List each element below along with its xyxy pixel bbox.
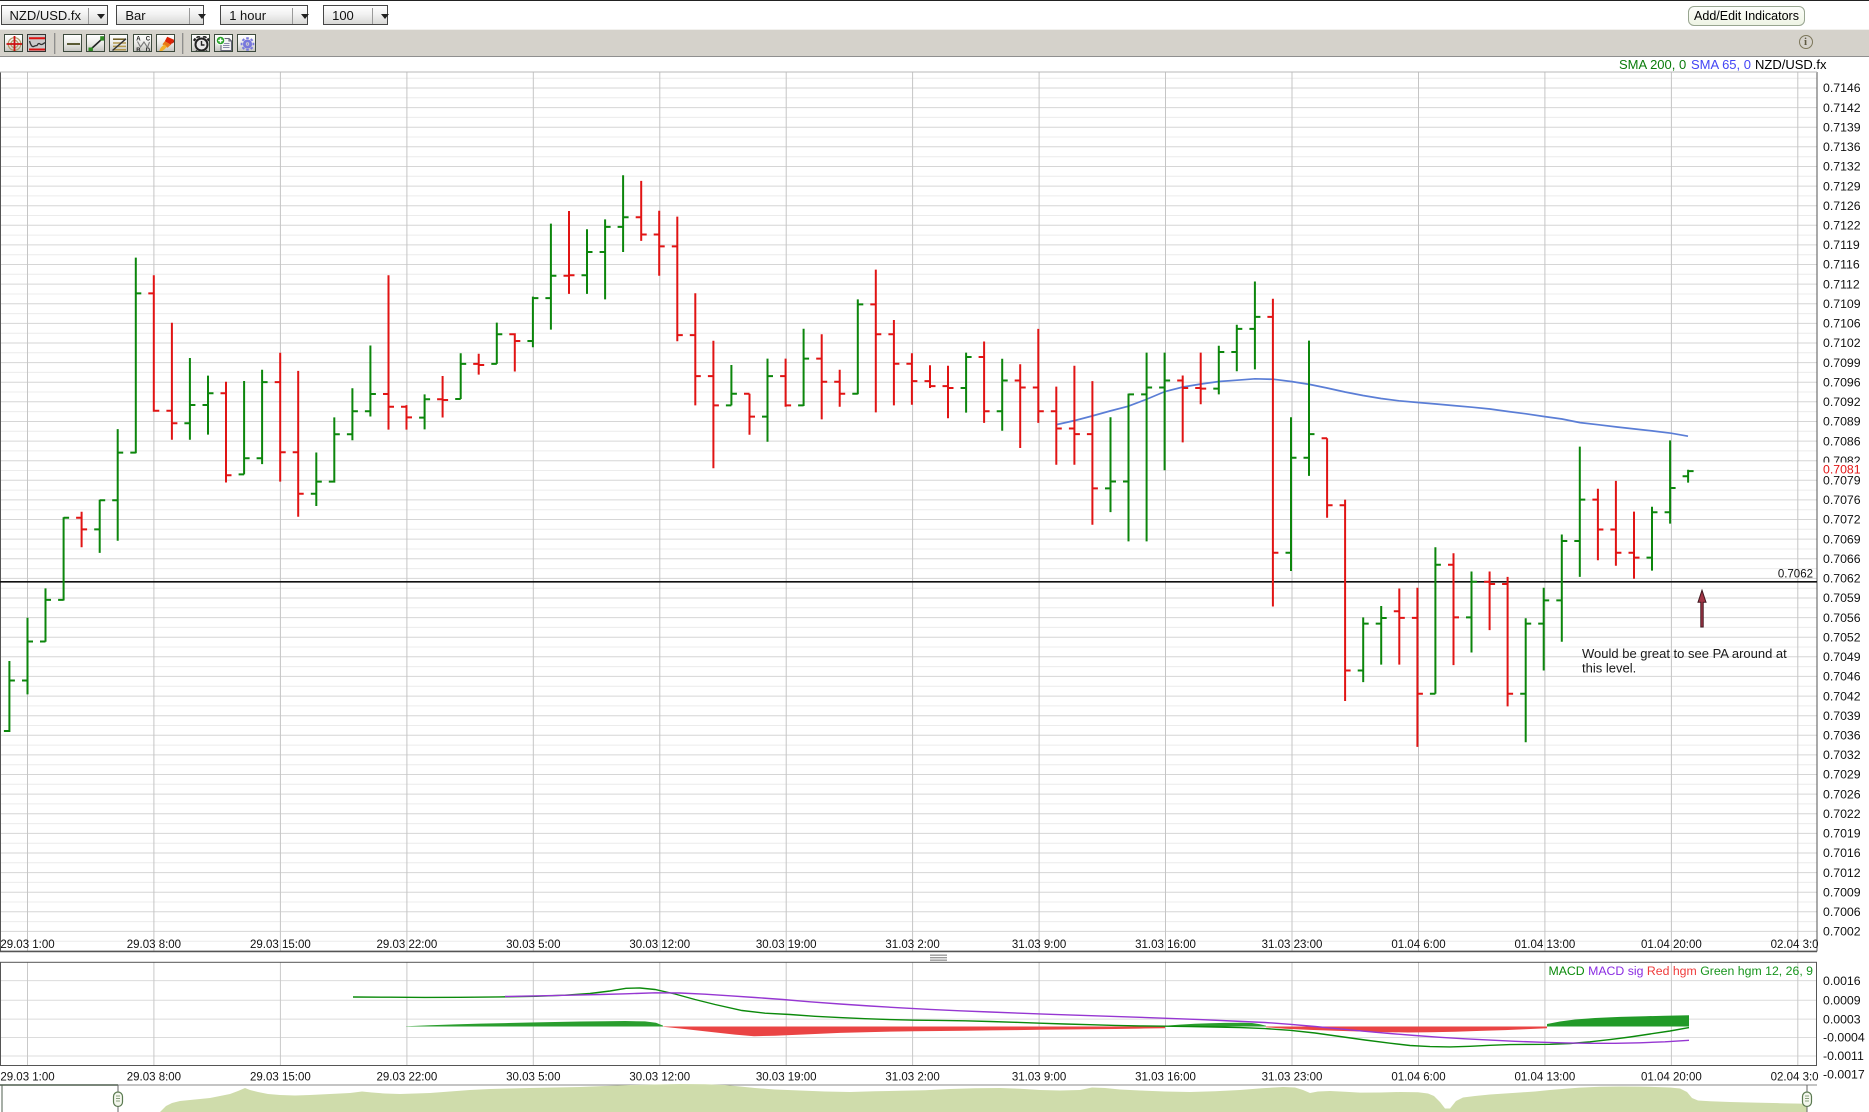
svg-text:0.7016: 0.7016 bbox=[1823, 846, 1861, 860]
svg-text:0.7081: 0.7081 bbox=[1823, 463, 1861, 477]
svg-text:31.03 2:00: 31.03 2:00 bbox=[885, 1072, 939, 1084]
svg-text:30.03 19:00: 30.03 19:00 bbox=[756, 939, 817, 951]
svg-text:0.7039: 0.7039 bbox=[1823, 709, 1861, 723]
svg-text:0.7049: 0.7049 bbox=[1823, 650, 1861, 664]
svg-text:0.7079: 0.7079 bbox=[1823, 474, 1861, 488]
svg-text:29.03 1:00: 29.03 1:00 bbox=[0, 939, 54, 951]
svg-text:29.03 22:00: 29.03 22:00 bbox=[377, 939, 438, 951]
svg-text:0.7092: 0.7092 bbox=[1823, 395, 1861, 409]
svg-text:0.7062: 0.7062 bbox=[1823, 572, 1861, 586]
svg-text:0.0009: 0.0009 bbox=[1823, 994, 1861, 1008]
svg-text:0.7009: 0.7009 bbox=[1823, 885, 1861, 899]
svg-text:31.03 16:00: 31.03 16:00 bbox=[1135, 939, 1196, 951]
svg-text:29.03 1:00: 29.03 1:00 bbox=[0, 1072, 54, 1084]
svg-text:30.03 19:00: 30.03 19:00 bbox=[756, 1072, 817, 1084]
svg-text:C: C bbox=[145, 37, 150, 43]
svg-text:0.7076: 0.7076 bbox=[1823, 493, 1861, 507]
svg-text:0.7116: 0.7116 bbox=[1823, 258, 1860, 272]
svg-text:D: D bbox=[145, 48, 150, 52]
svg-text:this level.: this level. bbox=[1582, 661, 1636, 676]
svg-text:01.04 20:00: 01.04 20:00 bbox=[1641, 1072, 1702, 1084]
svg-text:0.7019: 0.7019 bbox=[1823, 827, 1861, 841]
svg-text:31.03 23:00: 31.03 23:00 bbox=[1262, 939, 1323, 951]
svg-text:0.0003: 0.0003 bbox=[1823, 1012, 1861, 1026]
svg-text:0.0016: 0.0016 bbox=[1823, 974, 1861, 988]
svg-text:30.03 5:00: 30.03 5:00 bbox=[506, 1072, 560, 1084]
svg-text:0.7006: 0.7006 bbox=[1823, 905, 1861, 919]
svg-text:31.03 9:00: 31.03 9:00 bbox=[1012, 939, 1066, 951]
svg-text:0.7042: 0.7042 bbox=[1823, 689, 1861, 703]
svg-text:29.03 8:00: 29.03 8:00 bbox=[127, 1072, 181, 1084]
svg-text:0.7052: 0.7052 bbox=[1823, 630, 1861, 644]
svg-text:0.7086: 0.7086 bbox=[1823, 434, 1861, 448]
svg-text:29.03 22:00: 29.03 22:00 bbox=[377, 1072, 438, 1084]
svg-text:0.7109: 0.7109 bbox=[1823, 297, 1861, 311]
svg-text:29.03 15:00: 29.03 15:00 bbox=[250, 1072, 311, 1084]
svg-text:0.7026: 0.7026 bbox=[1823, 787, 1861, 801]
svg-text:0.7102: 0.7102 bbox=[1823, 336, 1861, 350]
svg-text:01.04 13:00: 01.04 13:00 bbox=[1515, 1072, 1576, 1084]
svg-text:0.7066: 0.7066 bbox=[1823, 552, 1861, 566]
svg-text:29.03 15:00: 29.03 15:00 bbox=[250, 939, 311, 951]
svg-text:Would be great to see PA aroun: Would be great to see PA around at bbox=[1582, 646, 1787, 661]
svg-text:0.7122: 0.7122 bbox=[1823, 219, 1861, 233]
svg-text:01.04 20:00: 01.04 20:00 bbox=[1641, 939, 1702, 951]
svg-text:0.7119: 0.7119 bbox=[1823, 238, 1860, 252]
svg-text:31.03 23:00: 31.03 23:00 bbox=[1262, 1072, 1323, 1084]
svg-text:31.03 9:00: 31.03 9:00 bbox=[1012, 1072, 1066, 1084]
svg-text:0.7059: 0.7059 bbox=[1823, 591, 1861, 605]
svg-text:-0.0011: -0.0011 bbox=[1823, 1049, 1864, 1063]
svg-text:0.7056: 0.7056 bbox=[1823, 611, 1861, 625]
svg-text:29.03 8:00: 29.03 8:00 bbox=[127, 939, 181, 951]
svg-text:0.7022: 0.7022 bbox=[1823, 807, 1861, 821]
svg-text:0.7062: 0.7062 bbox=[1778, 569, 1813, 581]
svg-text:02.04 3:00: 02.04 3:00 bbox=[1771, 1072, 1825, 1084]
svg-text:0.7096: 0.7096 bbox=[1823, 375, 1861, 389]
svg-text:30.03 5:00: 30.03 5:00 bbox=[506, 939, 560, 951]
svg-text:0.7069: 0.7069 bbox=[1823, 532, 1861, 546]
svg-text:0.7139: 0.7139 bbox=[1823, 120, 1861, 134]
svg-text:30.03 12:00: 30.03 12:00 bbox=[629, 1072, 690, 1084]
svg-text:0.7012: 0.7012 bbox=[1823, 866, 1861, 880]
svg-text:0.7129: 0.7129 bbox=[1823, 179, 1861, 193]
svg-text:0.7112: 0.7112 bbox=[1823, 277, 1860, 291]
svg-text:0.7029: 0.7029 bbox=[1823, 768, 1861, 782]
svg-text:01.04 6:00: 01.04 6:00 bbox=[1391, 1072, 1445, 1084]
svg-text:30.03 12:00: 30.03 12:00 bbox=[629, 939, 690, 951]
svg-text:0.7132: 0.7132 bbox=[1823, 160, 1861, 174]
svg-text:01.04 13:00: 01.04 13:00 bbox=[1515, 939, 1576, 951]
svg-text:0.7032: 0.7032 bbox=[1823, 748, 1861, 762]
svg-text:A: A bbox=[136, 37, 141, 43]
svg-text:31.03 2:00: 31.03 2:00 bbox=[885, 939, 939, 951]
svg-text:0.7046: 0.7046 bbox=[1823, 670, 1861, 684]
svg-text:0.7146: 0.7146 bbox=[1823, 81, 1861, 95]
svg-text:0.7126: 0.7126 bbox=[1823, 199, 1861, 213]
svg-text:0.7136: 0.7136 bbox=[1823, 140, 1861, 154]
svg-text:0.7002: 0.7002 bbox=[1823, 925, 1861, 939]
svg-text:0.7089: 0.7089 bbox=[1823, 415, 1861, 429]
svg-text:31.03 16:00: 31.03 16:00 bbox=[1135, 1072, 1196, 1084]
svg-text:02.04 3:00: 02.04 3:00 bbox=[1771, 939, 1825, 951]
svg-text:01.04 6:00: 01.04 6:00 bbox=[1391, 939, 1445, 951]
svg-text:0.7142: 0.7142 bbox=[1823, 101, 1861, 115]
svg-text:MACD MACD sig Red hgm Green hg: MACD MACD sig Red hgm Green hgm 12, 26, … bbox=[1548, 964, 1813, 978]
svg-text:0.7099: 0.7099 bbox=[1823, 356, 1861, 370]
svg-text:-0.0004: -0.0004 bbox=[1823, 1031, 1865, 1045]
svg-text:0.7036: 0.7036 bbox=[1823, 729, 1861, 743]
svg-text:B: B bbox=[136, 48, 141, 52]
svg-text:0.7072: 0.7072 bbox=[1823, 513, 1861, 527]
svg-text:0.7106: 0.7106 bbox=[1823, 317, 1861, 331]
svg-text:-0.0017: -0.0017 bbox=[1823, 1068, 1865, 1082]
